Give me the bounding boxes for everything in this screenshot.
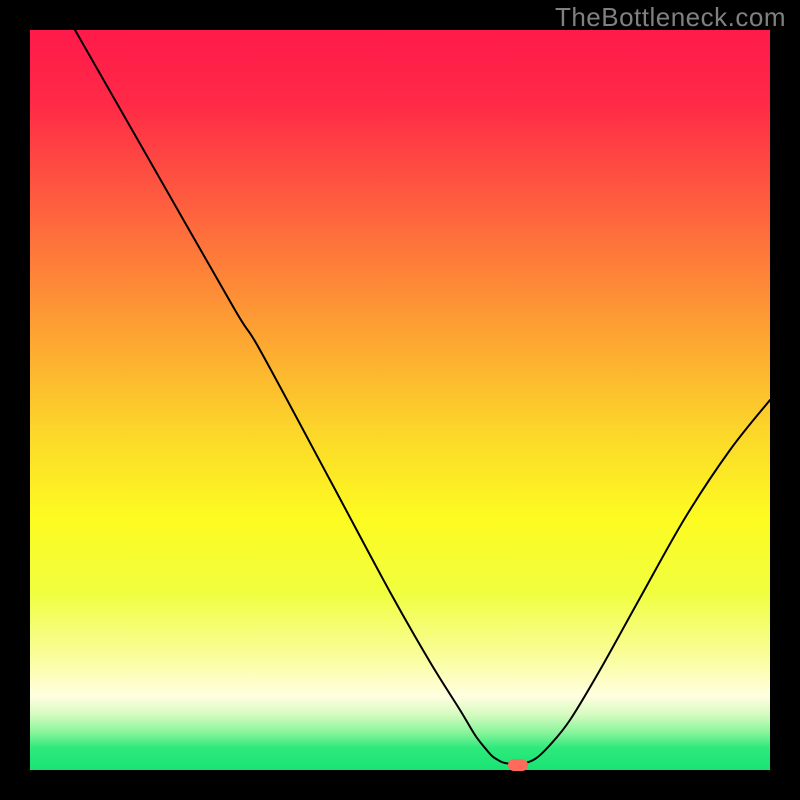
bottleneck-chart [0,0,800,800]
chart-stage: TheBottleneck.com [0,0,800,800]
plot-background [30,30,770,770]
optimal-marker [508,759,528,771]
